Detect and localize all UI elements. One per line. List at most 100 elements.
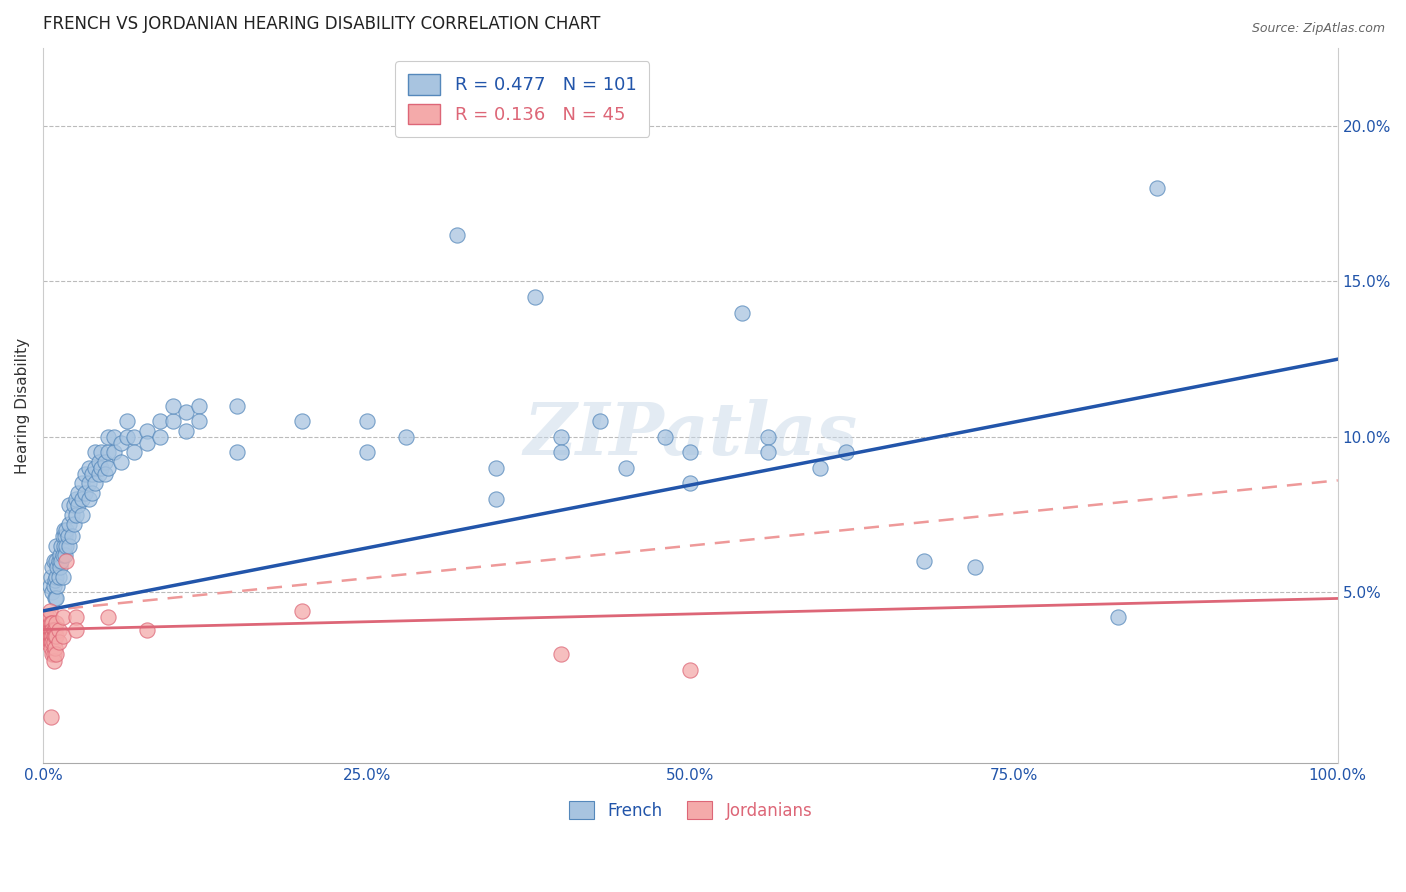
Point — [77, 461, 100, 475]
Point — [97, 445, 120, 459]
Point — [52, 523, 75, 537]
Point — [122, 445, 145, 459]
Point — [42, 554, 65, 568]
Point — [52, 570, 75, 584]
Point — [46, 560, 69, 574]
Point — [756, 445, 779, 459]
Point — [45, 539, 67, 553]
Point — [45, 554, 67, 568]
Point — [70, 476, 93, 491]
Point — [55, 539, 77, 553]
Point — [65, 610, 87, 624]
Point — [67, 498, 90, 512]
Point — [55, 523, 77, 537]
Point — [485, 461, 508, 475]
Y-axis label: Hearing Disability: Hearing Disability — [15, 338, 30, 474]
Point — [53, 529, 76, 543]
Point — [446, 227, 468, 242]
Point — [48, 635, 70, 649]
Point — [42, 579, 65, 593]
Point — [60, 529, 83, 543]
Point — [41, 585, 63, 599]
Point — [48, 623, 70, 637]
Point — [42, 623, 65, 637]
Point — [44, 641, 66, 656]
Point — [135, 436, 157, 450]
Point — [808, 461, 831, 475]
Point — [41, 560, 63, 574]
Point — [97, 610, 120, 624]
Point — [52, 610, 75, 624]
Point — [356, 414, 378, 428]
Point — [103, 430, 125, 444]
Point — [679, 476, 702, 491]
Point — [41, 623, 63, 637]
Point — [90, 445, 112, 459]
Point — [39, 623, 62, 637]
Point — [58, 516, 80, 531]
Point — [87, 455, 110, 469]
Point — [35, 623, 58, 637]
Point — [70, 491, 93, 506]
Point — [38, 629, 60, 643]
Point — [149, 414, 172, 428]
Point — [38, 623, 60, 637]
Point — [117, 430, 139, 444]
Point — [654, 430, 676, 444]
Point — [90, 461, 112, 475]
Point — [82, 485, 104, 500]
Point — [149, 430, 172, 444]
Point — [679, 663, 702, 677]
Point — [38, 579, 60, 593]
Legend: French, Jordanians: French, Jordanians — [562, 795, 818, 826]
Point — [42, 654, 65, 668]
Point — [135, 424, 157, 438]
Point — [35, 629, 58, 643]
Point — [35, 610, 58, 624]
Point — [44, 629, 66, 643]
Point — [679, 445, 702, 459]
Point — [835, 445, 858, 459]
Point — [35, 616, 58, 631]
Point — [965, 560, 987, 574]
Point — [226, 399, 249, 413]
Point — [52, 539, 75, 553]
Point — [48, 554, 70, 568]
Point — [60, 508, 83, 522]
Point — [53, 548, 76, 562]
Point — [67, 485, 90, 500]
Point — [135, 623, 157, 637]
Point — [39, 709, 62, 723]
Point — [52, 529, 75, 543]
Point — [56, 529, 79, 543]
Point — [174, 424, 197, 438]
Point — [45, 648, 67, 662]
Point — [58, 498, 80, 512]
Point — [41, 629, 63, 643]
Point — [48, 570, 70, 584]
Point — [44, 591, 66, 606]
Point — [38, 616, 60, 631]
Point — [110, 436, 132, 450]
Point — [94, 467, 117, 482]
Point — [73, 485, 96, 500]
Point — [44, 573, 66, 587]
Point — [38, 635, 60, 649]
Point — [42, 629, 65, 643]
Text: Source: ZipAtlas.com: Source: ZipAtlas.com — [1251, 22, 1385, 36]
Point — [39, 635, 62, 649]
Point — [45, 629, 67, 643]
Point — [187, 414, 209, 428]
Point — [49, 560, 72, 574]
Point — [226, 445, 249, 459]
Point — [524, 290, 547, 304]
Point — [35, 635, 58, 649]
Point — [55, 554, 77, 568]
Point — [37, 623, 59, 637]
Point — [110, 455, 132, 469]
Point — [550, 445, 572, 459]
Point — [97, 461, 120, 475]
Point — [614, 461, 637, 475]
Point — [51, 554, 73, 568]
Point — [122, 430, 145, 444]
